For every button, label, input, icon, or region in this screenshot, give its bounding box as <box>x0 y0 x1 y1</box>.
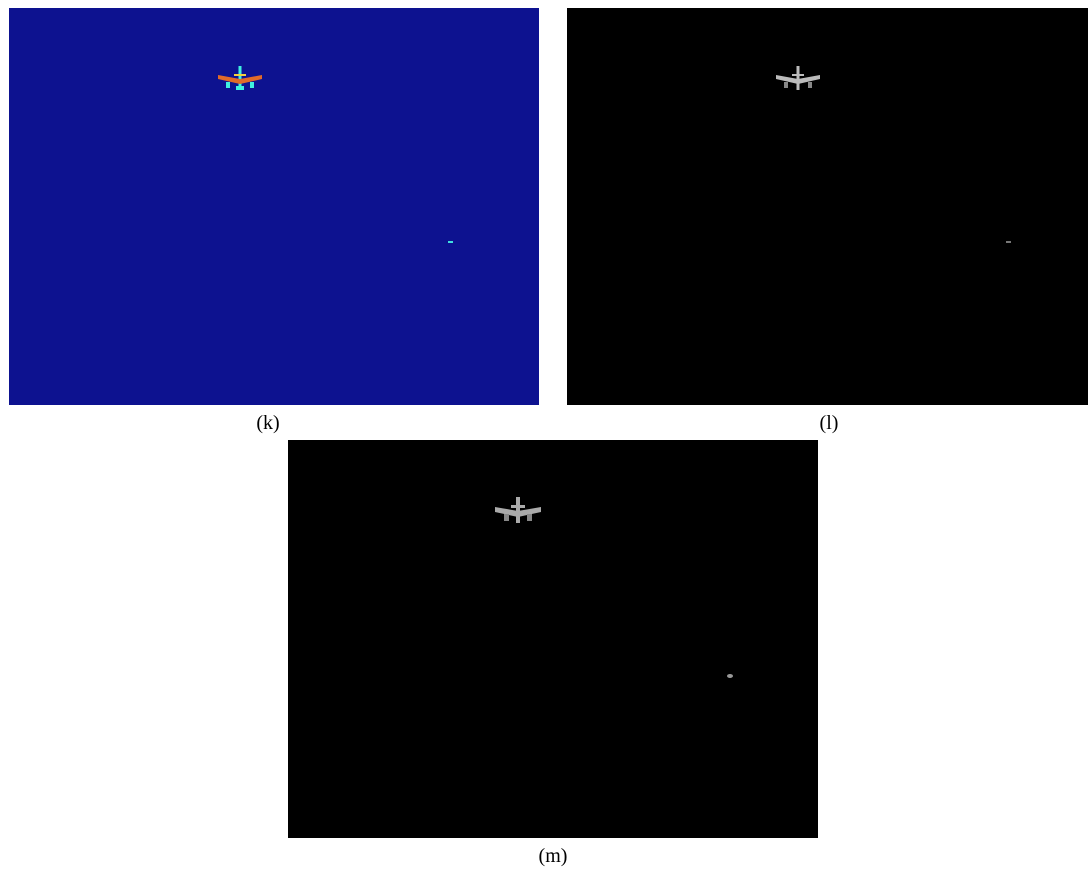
panel-label: (m) <box>513 845 593 868</box>
image-panel-m <box>288 440 818 838</box>
image-panel-k <box>9 8 539 405</box>
image-panel-l <box>567 8 1088 405</box>
target-dot <box>448 241 453 243</box>
target-dot <box>727 674 733 678</box>
target-dot <box>1006 241 1011 243</box>
figure: {"panels": [{"label": "(k)"}, {"label": … <box>0 0 1088 872</box>
panel-label: (l) <box>789 412 869 435</box>
panel-label: (k) <box>228 412 308 435</box>
